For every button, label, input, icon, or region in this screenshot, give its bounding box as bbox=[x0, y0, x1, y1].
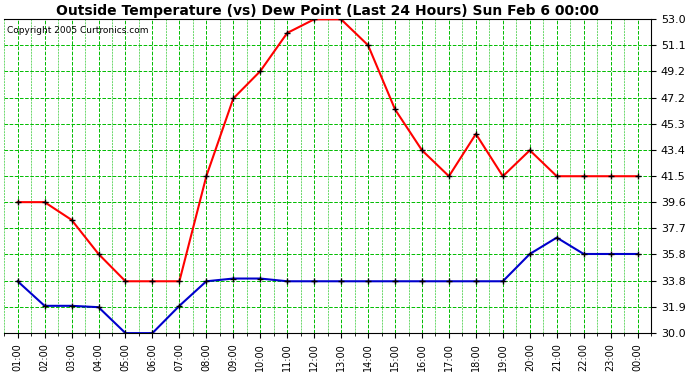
Title: Outside Temperature (vs) Dew Point (Last 24 Hours) Sun Feb 6 00:00: Outside Temperature (vs) Dew Point (Last… bbox=[56, 4, 599, 18]
Text: Copyright 2005 Curtronics.com: Copyright 2005 Curtronics.com bbox=[8, 26, 149, 34]
